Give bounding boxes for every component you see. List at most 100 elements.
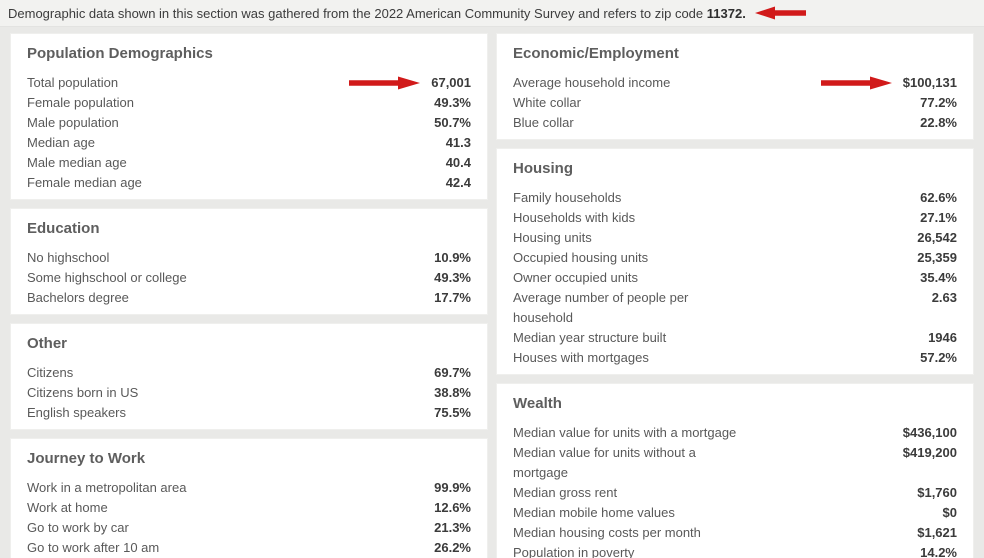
stat-value: 75.5% [434, 405, 471, 420]
stat-label: Median value for units without a mortgag… [513, 445, 696, 480]
stat-label: Total population [27, 75, 119, 90]
card-title: Economic/Employment [513, 45, 679, 62]
stat-value: 2.63 [931, 290, 957, 305]
stat-row: Population in poverty 14.2% [513, 543, 957, 558]
card-housing: Housing Family households 62.6% Household… [496, 148, 974, 375]
stat-row: Housing units 26,542 [513, 228, 957, 248]
zip-code-period: . [742, 5, 746, 21]
stat-label: Average household income [513, 75, 671, 90]
stat-value: $436,100 [902, 425, 957, 440]
stat-value: $100,131 [902, 75, 957, 90]
stat-label: Go to work by car [27, 520, 129, 535]
stat-value: 40.4 [445, 155, 471, 170]
stat-label: Citizens born in US [27, 385, 139, 400]
red-arrow-right-icon [349, 76, 421, 90]
stat-value: 21.3% [434, 520, 471, 535]
stat-value: 38.8% [434, 385, 471, 400]
stat-value: 10.9% [434, 250, 471, 265]
stat-value: $1,760 [917, 485, 957, 500]
card-wealth: Wealth Median value for units with a mor… [496, 383, 974, 558]
stat-row: Total population 67,001 [27, 73, 471, 93]
source-note-bar: Demographic data shown in this section w… [0, 0, 984, 27]
zip-code: 11372 [706, 5, 743, 21]
stat-value: 41.3 [445, 135, 471, 150]
stat-label: White collar [513, 95, 581, 110]
stat-value: $419,200 [902, 445, 957, 460]
stat-row: Bachelors degree 17.7% [27, 288, 471, 308]
stat-value: 62.6% [920, 190, 957, 205]
red-arrow-right-icon [820, 76, 892, 90]
stat-row: Median gross rent $1,760 [513, 483, 957, 503]
stat-value: 26,542 [917, 230, 957, 245]
stat-row: Median value for units without a mortgag… [513, 443, 957, 483]
stat-label: Bachelors degree [27, 290, 129, 305]
stat-value: 14.2% [920, 545, 957, 558]
stat-label: Owner occupied units [513, 270, 639, 285]
stat-value: 35.4% [920, 270, 957, 285]
stat-row: No highschool 10.9% [27, 248, 471, 268]
source-note-text: Demographic data shown in this section w… [8, 6, 746, 21]
stat-row: Male population 50.7% [27, 113, 471, 133]
stat-value-group: 67,001 [349, 73, 471, 93]
stat-label: Citizens [27, 365, 74, 380]
stat-value: 42.4 [445, 175, 471, 190]
card-population-demographics: Population Demographics Total population… [10, 33, 488, 200]
card-title: Population Demographics [27, 45, 213, 62]
stat-row: Average household income $100,131 [513, 73, 957, 93]
stat-label: Households with kids [513, 210, 636, 225]
stat-label: Work in a metropolitan area [27, 480, 187, 495]
stat-value: $0 [942, 505, 957, 520]
stat-value: 12.6% [434, 500, 471, 515]
card-title: Wealth [513, 395, 562, 412]
card-journey-to-work: Journey to Work Work in a metropolitan a… [10, 438, 488, 558]
stat-label: Go to work after 10 am [27, 540, 160, 555]
stat-row: Occupied housing units 25,359 [513, 248, 957, 268]
card-title: Housing [513, 160, 573, 177]
card-title: Education [27, 220, 100, 237]
stat-row: Work at home 12.6% [27, 498, 471, 518]
stat-value: 50.7% [434, 115, 471, 130]
stat-label: Median value for units with a mortgage [513, 425, 737, 440]
source-note-sentence: Demographic data shown in this section w… [8, 5, 704, 21]
stat-label: Median housing costs per month [513, 525, 701, 540]
stat-value: 22.8% [920, 115, 957, 130]
stat-value: 25,359 [917, 250, 957, 265]
stat-value: 27.1% [920, 210, 957, 225]
stat-row: Median housing costs per month $1,621 [513, 523, 957, 543]
stat-row: White collar 77.2% [513, 93, 957, 113]
stat-label: Median age [27, 135, 95, 150]
stat-label: Female population [27, 95, 134, 110]
stat-row: Family households 62.6% [513, 188, 957, 208]
stat-value: 99.9% [434, 480, 471, 495]
stat-label: Blue collar [513, 115, 574, 130]
stat-row: Average number of people per household 2.… [513, 288, 957, 328]
stat-value-group: $100,131 [820, 73, 957, 93]
stat-label: Median gross rent [513, 485, 618, 500]
stat-label: Male population [27, 115, 119, 130]
stat-value: 26.2% [434, 540, 471, 555]
stat-value: 49.3% [434, 270, 471, 285]
stat-row: Go to work after 10 am 26.2% [27, 538, 471, 558]
card-title: Journey to Work [27, 450, 146, 467]
stat-value: $1,621 [917, 525, 957, 540]
stat-value: 49.3% [434, 95, 471, 110]
stat-row: Households with kids 27.1% [513, 208, 957, 228]
stat-row: English speakers 75.5% [27, 403, 471, 423]
stat-value: 67,001 [431, 75, 471, 90]
stat-row: Go to work by car 21.3% [27, 518, 471, 538]
demographics-panel: Population Demographics Total population… [0, 27, 984, 558]
stat-label: Male median age [27, 155, 127, 170]
red-arrow-left-icon [754, 6, 806, 20]
stat-value: 77.2% [920, 95, 957, 110]
stat-label: Median year structure built [513, 330, 667, 345]
stat-row: Some highschool or college 49.3% [27, 268, 471, 288]
stat-label: Some highschool or college [27, 270, 187, 285]
stat-row: Male median age 40.4 [27, 153, 471, 173]
stat-row: Work in a metropolitan area 99.9% [27, 478, 471, 498]
stat-label: Occupied housing units [513, 250, 649, 265]
stat-value: 17.7% [434, 290, 471, 305]
card-title: Other [27, 335, 68, 352]
stat-value: 57.2% [920, 350, 957, 365]
card-economic-employment: Economic/Employment Average household in… [496, 33, 974, 140]
stat-label: English speakers [27, 405, 126, 420]
